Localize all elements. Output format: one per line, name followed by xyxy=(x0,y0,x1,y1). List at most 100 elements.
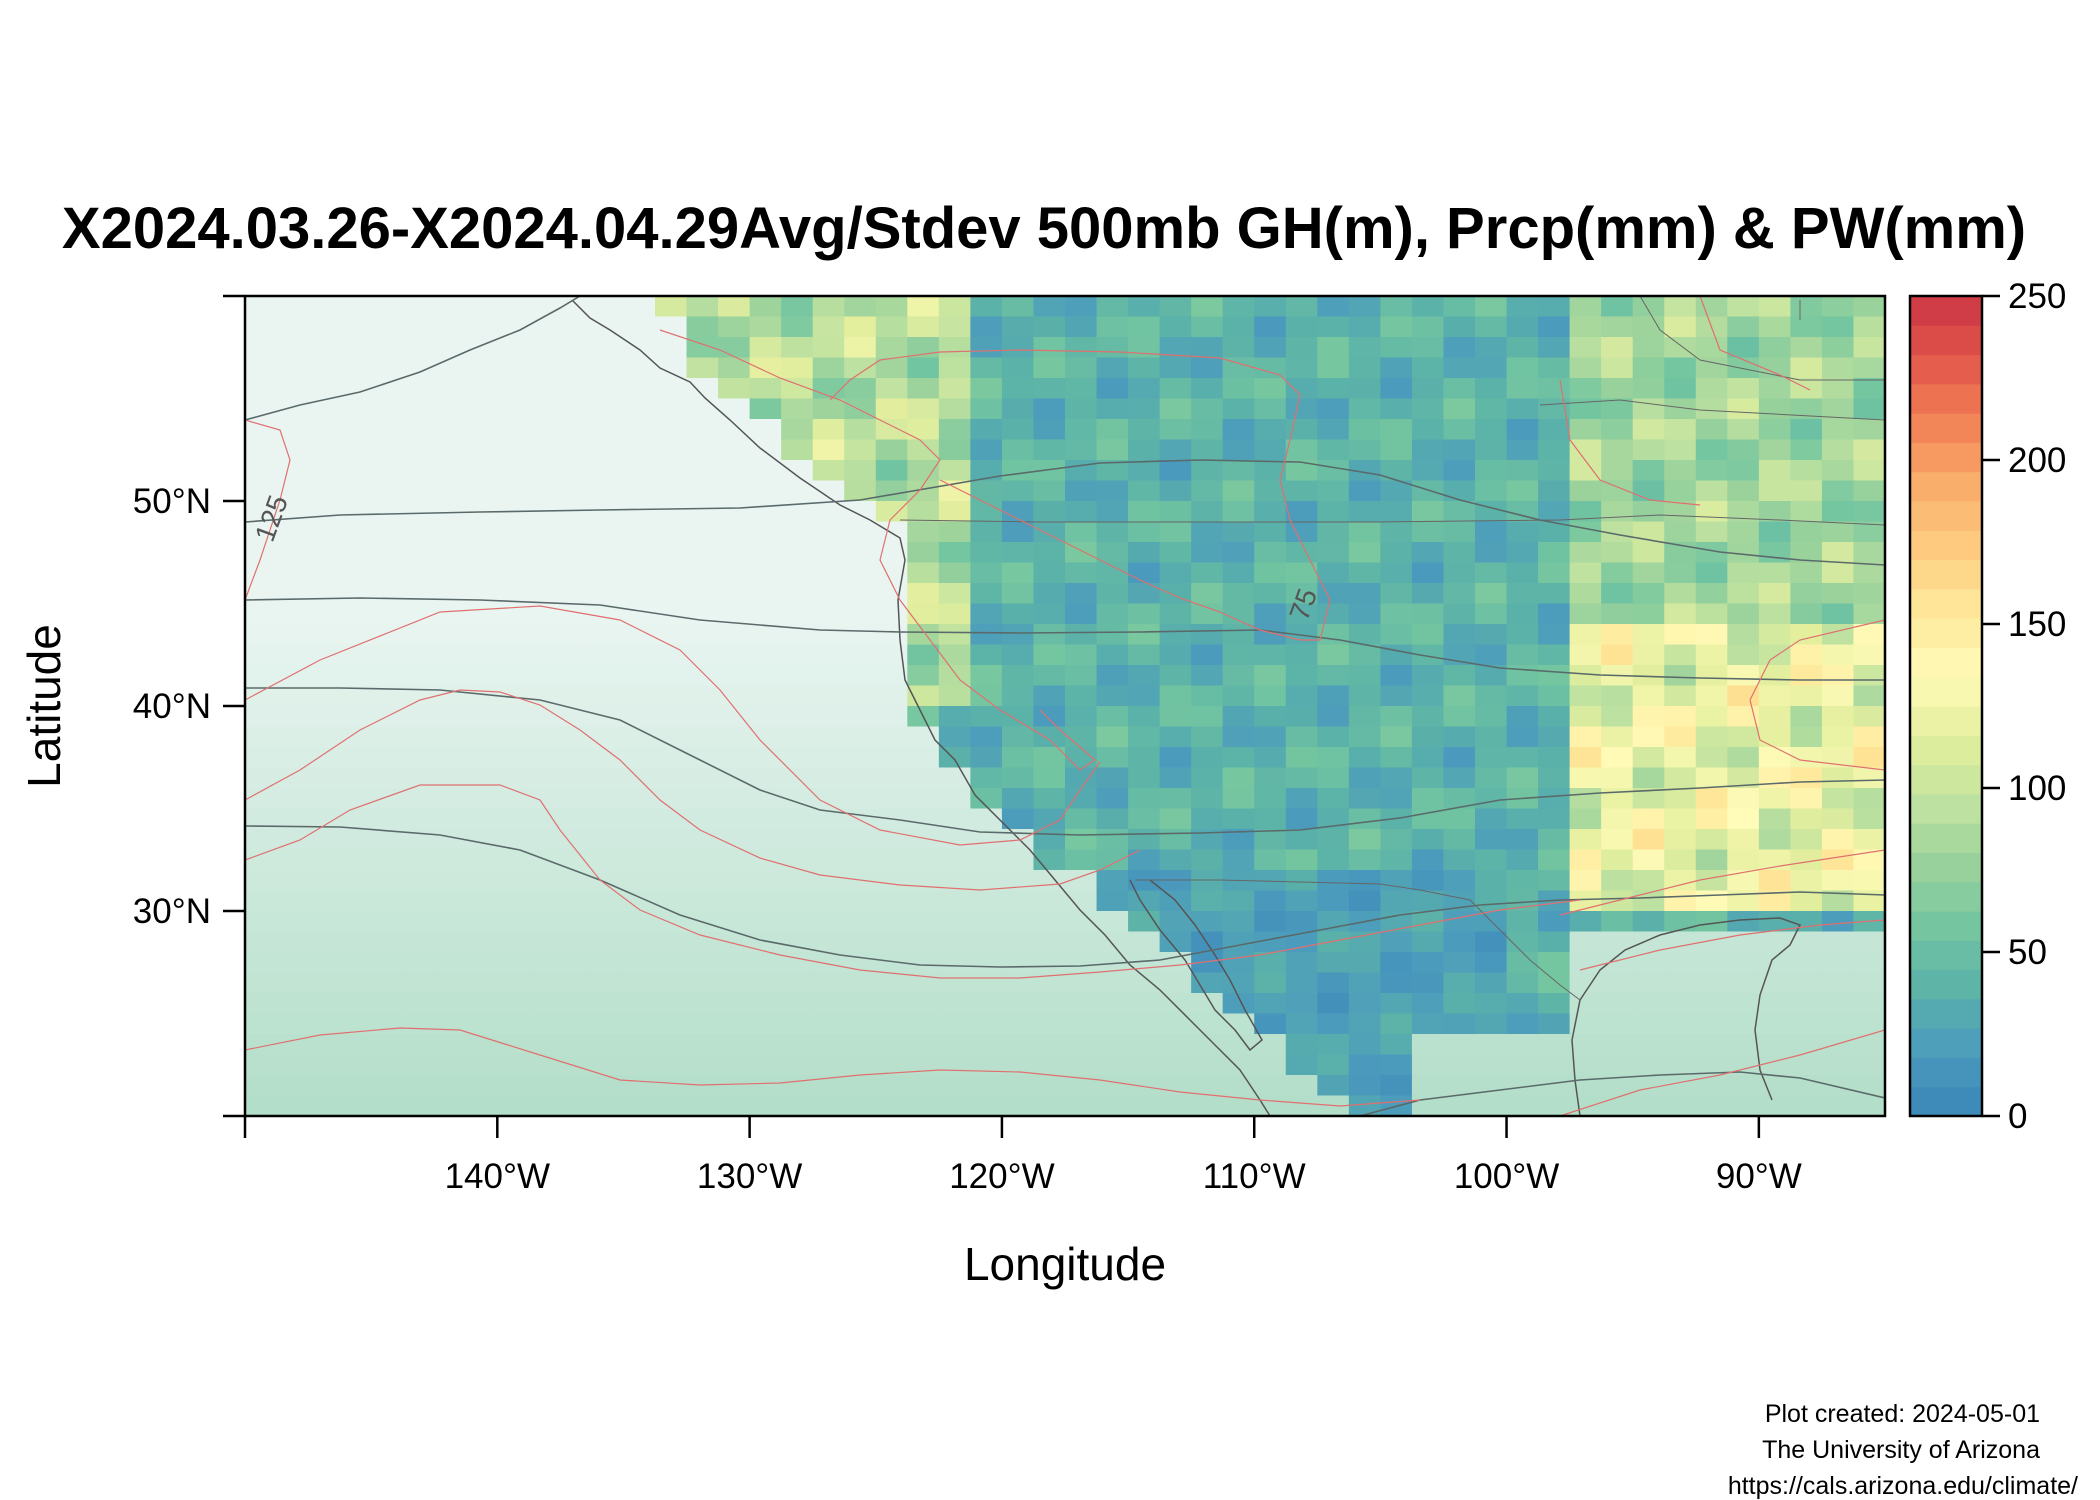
grid-cell xyxy=(1096,480,1129,502)
grid-cell xyxy=(655,890,688,912)
grid-cell xyxy=(1159,829,1192,851)
grid-cell xyxy=(1033,931,1066,953)
grid-cell xyxy=(1821,1013,1855,1035)
grid-cell xyxy=(749,767,782,789)
colorbar-tick-label-2: 100 xyxy=(2008,769,2066,808)
grid-cell xyxy=(686,870,719,892)
grid-cell xyxy=(1065,829,1098,851)
grid-cell xyxy=(245,439,278,461)
grid-cell xyxy=(1853,603,1885,625)
grid-cell xyxy=(1790,1075,1823,1097)
grid-cell xyxy=(1538,685,1571,707)
grid-cell xyxy=(1821,952,1855,974)
grid-cell xyxy=(812,747,845,769)
grid-cell xyxy=(1664,808,1697,830)
grid-cell xyxy=(1222,849,1255,871)
grid-cell xyxy=(371,398,404,420)
grid-cell xyxy=(844,931,877,953)
grid-cell xyxy=(1538,583,1571,605)
grid-cell xyxy=(1033,706,1066,728)
grid-cell xyxy=(1191,542,1224,564)
grid-cell xyxy=(749,583,782,605)
grid-cell xyxy=(591,644,625,666)
grid-cell xyxy=(718,501,751,523)
grid-cell xyxy=(560,829,593,851)
grid-cell xyxy=(718,644,751,666)
grid-cell xyxy=(1475,808,1508,830)
grid-cell xyxy=(1601,1034,1634,1056)
grid-cell xyxy=(1222,603,1255,625)
grid-cell xyxy=(1821,788,1855,810)
grid-cell xyxy=(308,706,341,728)
grid-cell xyxy=(812,603,845,625)
grid-cell xyxy=(1601,521,1634,543)
grid-cell xyxy=(1601,931,1634,953)
grid-cell xyxy=(1695,972,1728,994)
grid-cell xyxy=(749,890,782,912)
grid-cell xyxy=(1191,706,1224,728)
grid-cell xyxy=(528,1054,561,1076)
grid-cell xyxy=(1254,911,1287,933)
grid-cell xyxy=(938,501,971,523)
grid-cell xyxy=(1285,542,1318,564)
grid-cell xyxy=(1601,1054,1634,1076)
grid-cell xyxy=(1096,460,1129,482)
grid-cell xyxy=(528,870,561,892)
grid-cell xyxy=(875,665,908,687)
grid-cell xyxy=(1790,952,1823,974)
grid-cell xyxy=(1159,972,1192,994)
grid-cell xyxy=(1727,870,1760,892)
grid-cell xyxy=(1348,357,1381,379)
grid-cell xyxy=(434,337,467,359)
grid-cell xyxy=(1065,767,1098,789)
grid-cell xyxy=(308,521,341,543)
grid-cell xyxy=(371,542,404,564)
grid-cell xyxy=(1601,603,1634,625)
grid-cell xyxy=(844,378,877,400)
grid-cell xyxy=(1853,357,1885,379)
grid-cell xyxy=(1727,624,1760,646)
grid-cell xyxy=(1664,665,1697,687)
grid-cell xyxy=(371,603,404,625)
grid-cell xyxy=(1632,398,1665,420)
grid-cell xyxy=(844,767,877,789)
grid-cell xyxy=(1411,644,1445,666)
grid-cell xyxy=(1254,767,1287,789)
grid-cell xyxy=(1411,726,1445,748)
grid-cell xyxy=(875,952,908,974)
grid-cell xyxy=(1790,480,1823,502)
grid-cell xyxy=(655,644,688,666)
grid-cell xyxy=(1664,1034,1697,1056)
grid-cell xyxy=(1033,501,1066,523)
grid-cell xyxy=(686,993,719,1015)
grid-cell xyxy=(1727,583,1760,605)
grid-cell xyxy=(1601,460,1634,482)
grid-cell xyxy=(1601,706,1634,728)
grid-cell xyxy=(1411,911,1445,933)
grid-cell xyxy=(1758,726,1791,748)
grid-cell xyxy=(970,521,1003,543)
grid-cell xyxy=(1790,829,1823,851)
grid-cell xyxy=(308,747,341,769)
grid-cell xyxy=(718,747,751,769)
grid-cell xyxy=(686,1034,719,1056)
grid-cell xyxy=(276,398,309,420)
grid-cell xyxy=(1853,1075,1885,1097)
grid-cell xyxy=(749,460,782,482)
grid-cell xyxy=(308,911,341,933)
grid-cell xyxy=(1191,890,1224,912)
grid-cell xyxy=(1506,1095,1539,1116)
grid-cell xyxy=(907,644,940,666)
grid-cell xyxy=(1033,357,1066,379)
grid-cell xyxy=(938,337,971,359)
colorbar-step-0 xyxy=(1910,1086,1982,1117)
grid-cell xyxy=(1285,972,1318,994)
grid-cell xyxy=(1727,419,1760,441)
grid-cell xyxy=(1254,829,1287,851)
grid-cell xyxy=(1569,603,1602,625)
grid-cell xyxy=(1317,767,1350,789)
grid-cell xyxy=(1821,747,1855,769)
grid-cell xyxy=(591,890,625,912)
grid-cell xyxy=(1033,952,1066,974)
grid-cell xyxy=(1601,726,1634,748)
